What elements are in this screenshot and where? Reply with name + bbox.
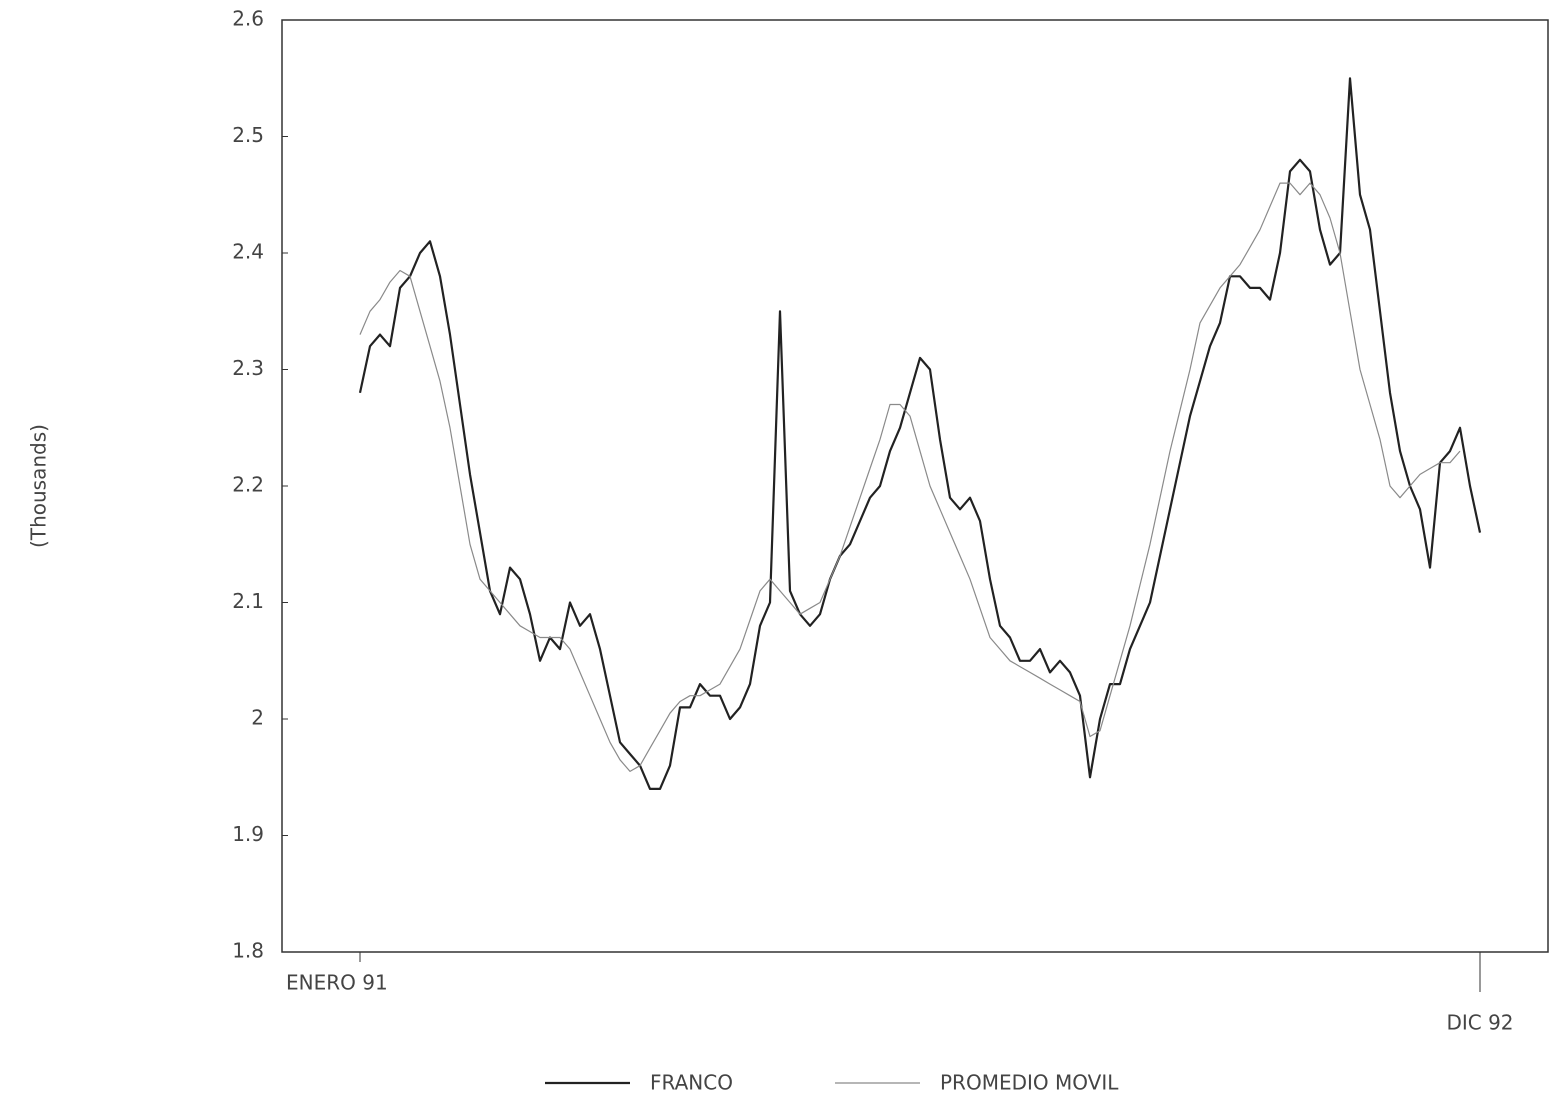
y-tick-label: 2.4 [232, 240, 264, 264]
y-axis-label: (Thousands) [27, 424, 51, 548]
y-tick-label: 2.3 [232, 356, 264, 380]
y-tick-label: 2.1 [232, 589, 264, 613]
y-tick-label: 2 [251, 706, 264, 730]
legend-label: FRANCO [650, 1071, 733, 1095]
y-tick-label: 1.9 [232, 822, 264, 846]
legend-label: PROMEDIO MOVIL [940, 1071, 1119, 1095]
x-tick-label: DIC 92 [1446, 1011, 1513, 1035]
y-tick-label: 2.6 [232, 7, 264, 31]
y-tick-label: 2.5 [232, 123, 264, 147]
series-line [359, 182, 1461, 772]
series-line [358, 77, 1482, 790]
y-tick-label: 1.8 [232, 939, 264, 963]
y-tick-label: 2.2 [232, 473, 264, 497]
x-tick-label: ENERO 91 [286, 971, 388, 995]
